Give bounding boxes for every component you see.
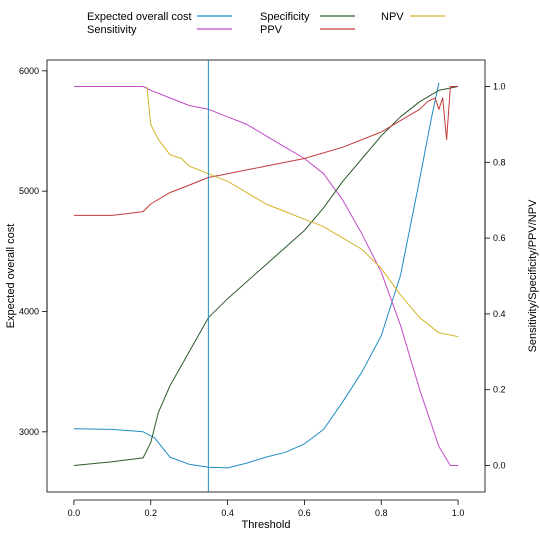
series-line-npv: [146, 86, 459, 338]
series-line-expected-overall-cost: [73, 82, 440, 469]
x-tick-label: 0.4: [221, 508, 234, 518]
axes: 0.0 0.2 0.4 0.6 0.8 1.0 3000 4000 5000 6000 0.0 0.2…: [19, 66, 506, 518]
y-left-tick-label: 4000: [19, 306, 39, 316]
plot-frame: [46, 59, 486, 493]
y-left-tick-label: 6000: [19, 66, 39, 76]
y-left-tick-label: 3000: [19, 427, 39, 437]
legend-label-npv: NPV: [381, 11, 404, 23]
x-tick-label: 1.0: [452, 508, 465, 518]
y-right-tick-label: 0.6: [493, 233, 506, 243]
y-right-tick-label: 0.4: [493, 309, 506, 319]
y-axis-right-title: Sensitivity/Specificity/PPV/NPV: [527, 199, 539, 352]
x-tick-label: 0.0: [68, 508, 81, 518]
x-axis-title: Threshold: [242, 519, 291, 531]
y-left-tick-label: 5000: [19, 186, 39, 196]
x-tick-label: 0.2: [144, 508, 157, 518]
legend-label-specificity: Specificity: [260, 11, 310, 23]
plot-area: [73, 60, 459, 492]
y-right-tick-label: 0.2: [493, 385, 506, 395]
y-right-tick-label: 1.0: [493, 82, 506, 92]
series-line-ppv: [73, 86, 459, 216]
legend-label-sensitivity: Sensitivity: [87, 24, 137, 36]
series-line-specificity: [73, 86, 459, 466]
y-right-tick-label: 0.0: [493, 460, 506, 470]
x-tick-label: 0.6: [298, 508, 311, 518]
y-right-tick-label: 0.8: [493, 157, 506, 167]
legend-label-expected-overall-cost: Expected overall cost: [87, 11, 192, 23]
legend-label-ppv: PPV: [260, 24, 283, 36]
series-line-sensitivity: [73, 86, 459, 466]
y-axis-left-title: Expected overall cost: [5, 224, 17, 329]
x-tick-label: 0.8: [375, 508, 388, 518]
